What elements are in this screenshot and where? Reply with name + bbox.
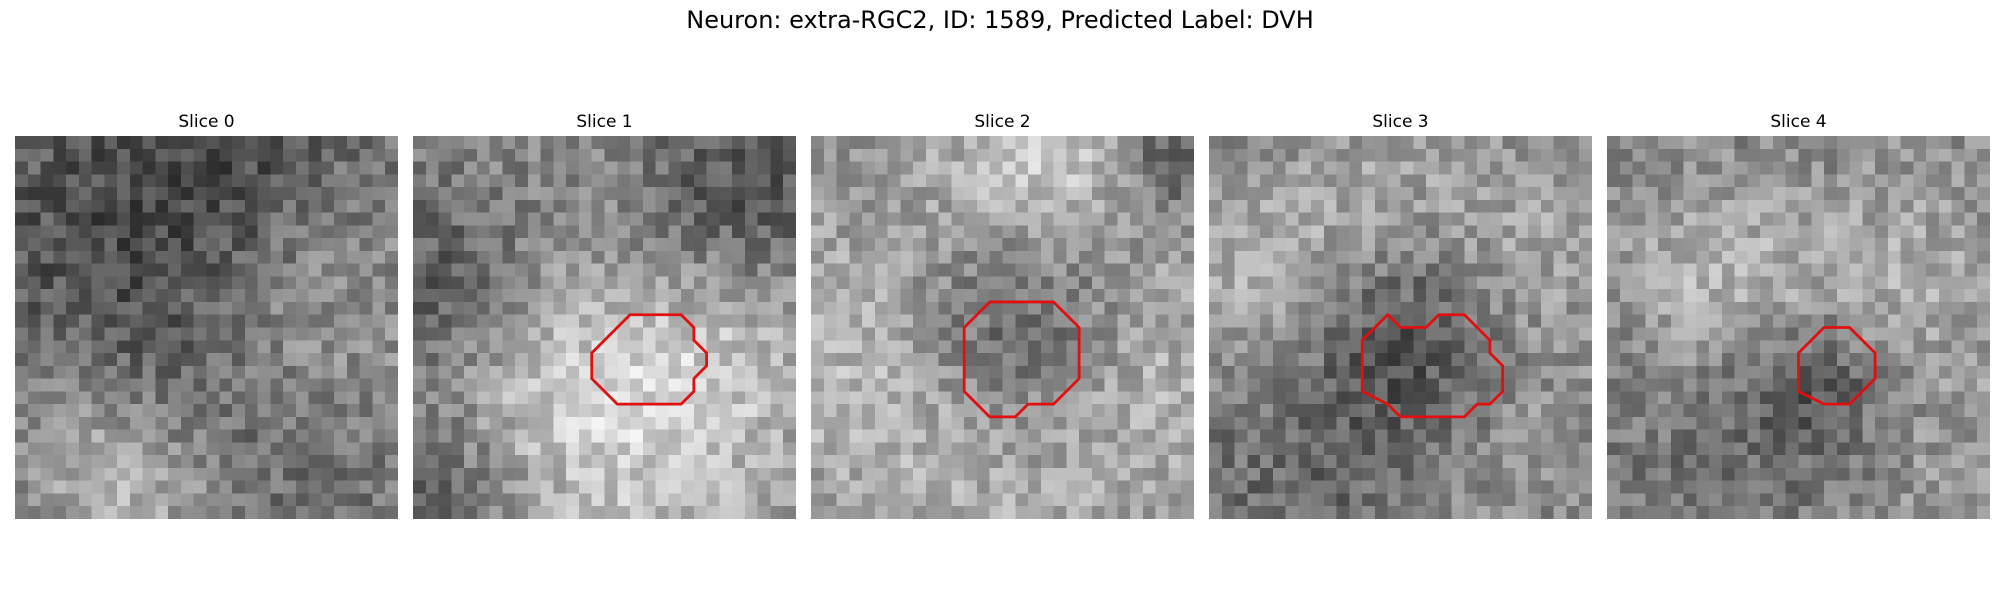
roi-polygon [1797,326,1877,406]
roi-polygon [590,313,709,406]
slice-title: Slice 0 [178,112,235,132]
slice-title: Slice 3 [1372,112,1429,132]
slice-image [1607,136,1990,519]
slice-panel-0: Slice 0 [15,110,398,519]
roi-outline [1360,313,1505,419]
roi-outline [590,313,709,406]
slice-panel-2: Slice 2 [811,110,1194,519]
slice-image [15,136,398,519]
slice-image [413,136,796,519]
roi-outline [1797,326,1877,406]
roi-outline [962,300,1081,419]
slice-panel-3: Slice 3 [1209,110,1592,519]
slice-panel-4: Slice 4 [1607,110,1990,519]
slice-title: Slice 1 [576,112,633,132]
figure-title: Neuron: extra-RGC2, ID: 1589, Predicted … [686,6,1314,34]
slice-title: Slice 2 [974,112,1031,132]
roi-polygon [962,300,1081,419]
slice-image [811,136,1194,519]
roi-polygon [1360,313,1505,419]
slice-panel-1: Slice 1 [413,110,796,519]
roi-outline [15,136,398,519]
slice-title: Slice 4 [1770,112,1827,132]
